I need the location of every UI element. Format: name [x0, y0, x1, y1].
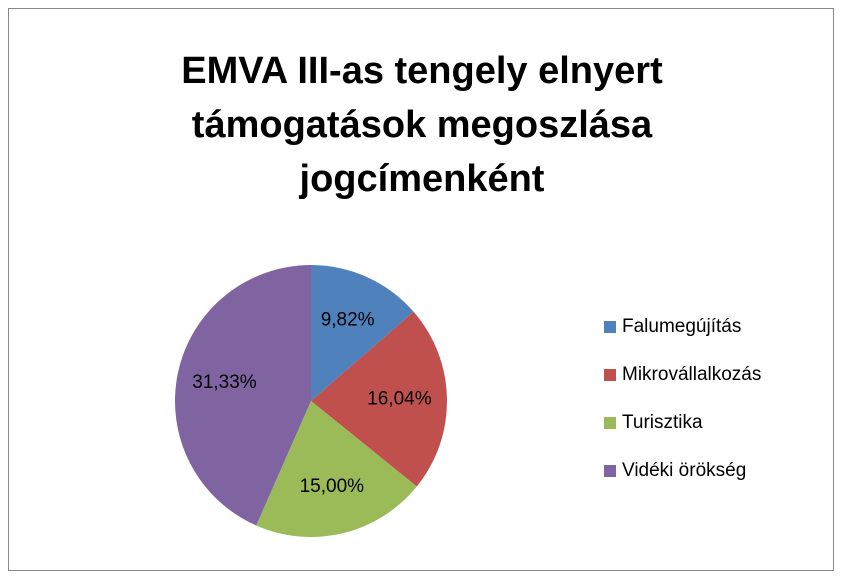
legend-swatch	[604, 369, 616, 381]
data-label: 15,00%	[300, 476, 365, 497]
pie-slice	[311, 265, 414, 401]
pie-slice	[175, 265, 311, 526]
legend-swatch	[604, 465, 616, 477]
legend-label: Mikrovállalkozás	[622, 364, 761, 385]
pie-slice	[311, 311, 447, 487]
legend-label: Falumegújítás	[622, 316, 741, 337]
legend-label: Vidéki örökség	[622, 460, 746, 481]
chart-frame	[8, 8, 834, 571]
data-label: 16,04%	[367, 388, 432, 409]
data-label: 31,33%	[192, 372, 257, 393]
legend-swatch	[604, 417, 616, 429]
legend-swatch	[604, 321, 616, 333]
data-label: 9,82%	[321, 310, 375, 331]
chart-title: EMVA III-as tengely elnyert támogatások …	[181, 50, 663, 200]
legend-label: Turisztika	[622, 412, 703, 433]
pie-slice	[256, 401, 417, 537]
